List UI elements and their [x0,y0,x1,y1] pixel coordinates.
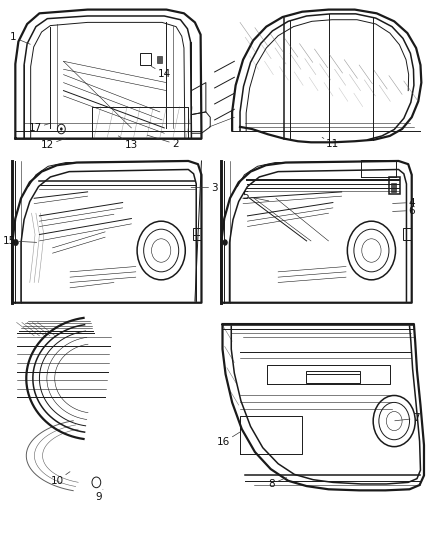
Text: 1: 1 [10,33,30,44]
Text: 10: 10 [50,472,70,486]
Circle shape [223,239,228,246]
Text: 6: 6 [392,206,415,215]
Bar [389,177,400,194]
Text: 16: 16 [217,432,241,447]
Text: 15: 15 [3,236,37,246]
Text: 14: 14 [152,67,171,78]
Text: 13: 13 [118,136,138,150]
Text: 17: 17 [28,123,50,133]
Bar [403,228,411,240]
Text: 12: 12 [41,139,65,150]
Text: 3: 3 [191,183,218,192]
Text: 4: 4 [392,198,415,207]
Text: 2: 2 [147,135,179,149]
Bar [306,371,360,383]
Text: 9: 9 [95,489,103,502]
Text: 5: 5 [242,191,269,201]
Bar [391,183,396,192]
Polygon shape [157,56,162,63]
Text: 7: 7 [395,414,420,423]
Bar [193,228,201,240]
Text: 11: 11 [322,138,339,149]
Circle shape [60,127,63,131]
Circle shape [13,239,18,246]
Text: 8: 8 [268,478,286,489]
